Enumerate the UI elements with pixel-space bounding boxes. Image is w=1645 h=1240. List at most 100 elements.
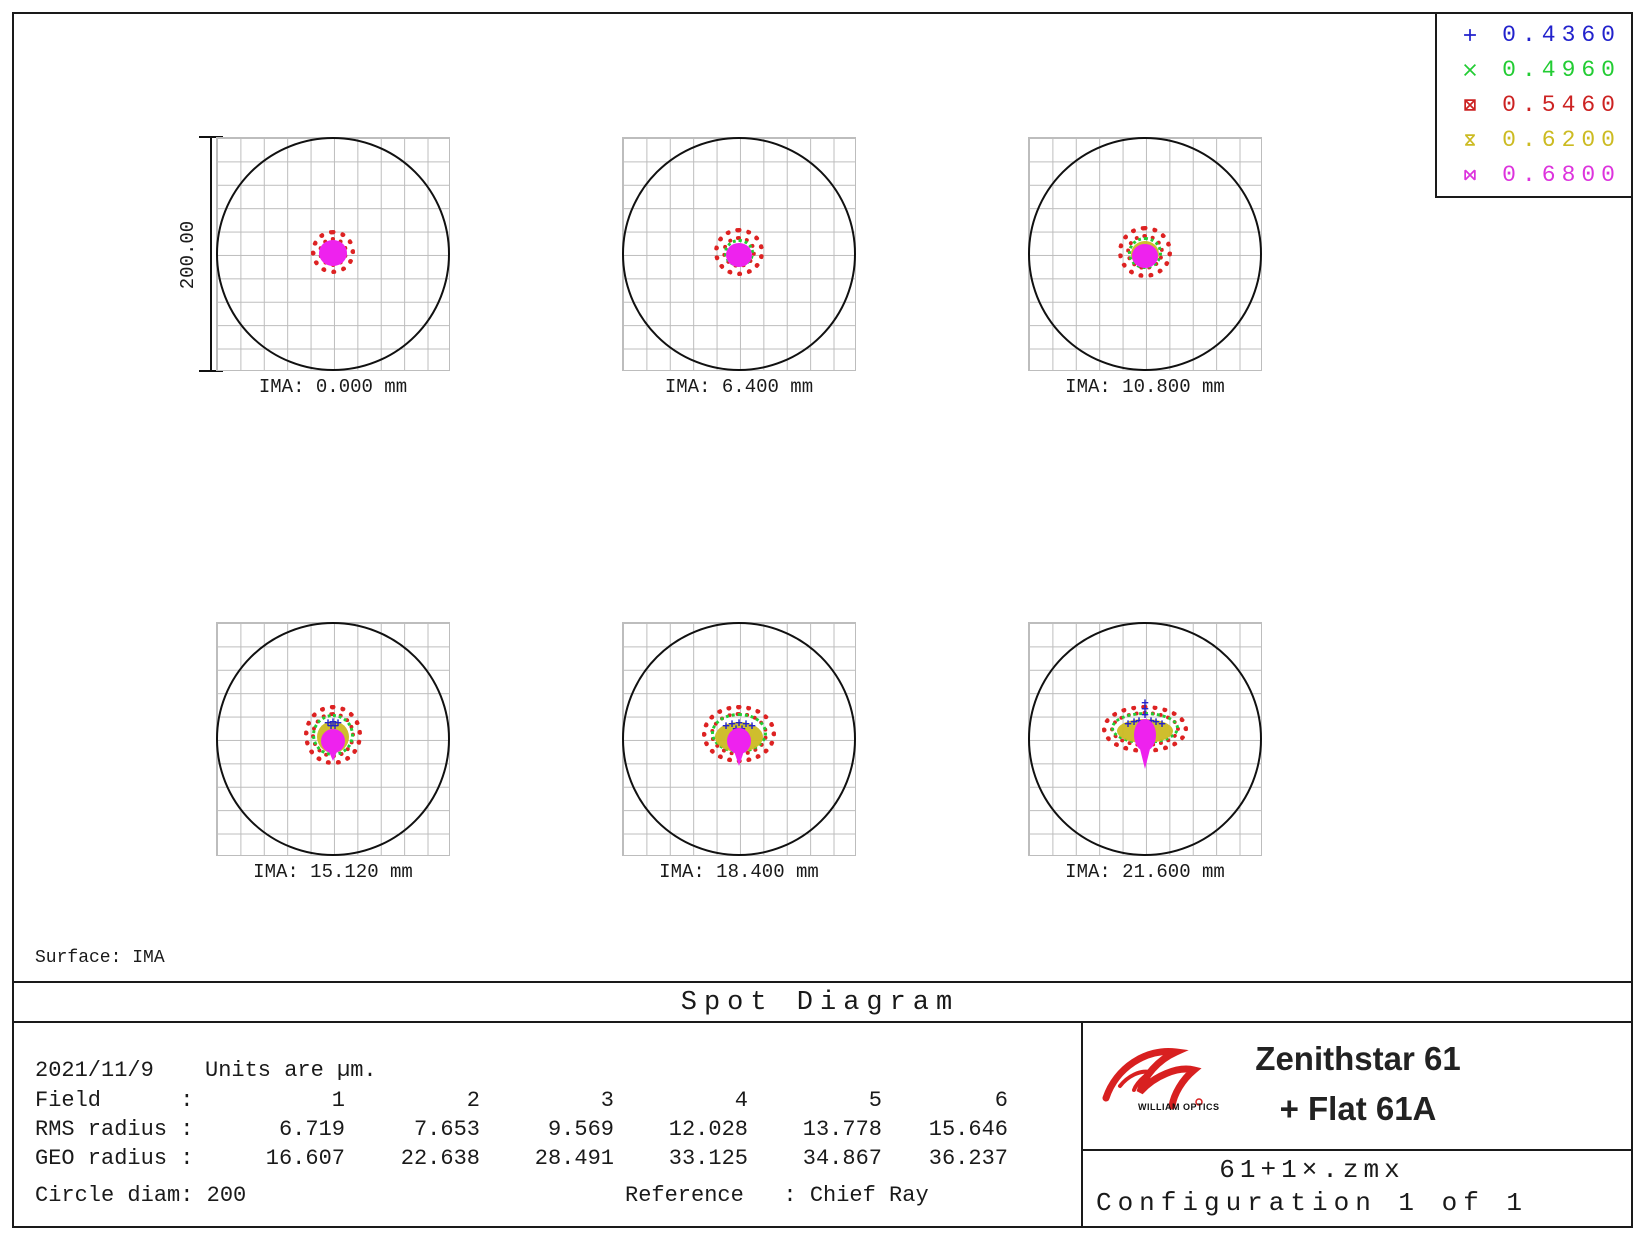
ima-label: IMA: 21.600 mm: [1065, 861, 1225, 883]
spot-ring: [304, 705, 362, 765]
configuration-label: Configuration 1 of 1: [1095, 1188, 1529, 1218]
geo-row-label: GEO radius :: [35, 1146, 194, 1171]
ima-label: IMA: 10.800 mm: [1065, 376, 1225, 398]
legend-wavelength-value: 0.6800: [1502, 161, 1621, 188]
airy-reference-circle: [216, 622, 450, 856]
spot-diagram-cell: +++++++IMA: 18.400 mm: [622, 622, 856, 883]
field-number: 1: [331, 1088, 345, 1113]
divider-top: [12, 981, 1633, 983]
spot-ring: [311, 230, 355, 274]
spot-blue-plus: +: [329, 715, 337, 730]
geo-value: 33.125: [668, 1146, 748, 1171]
lens-title-line1: Zenithstar 61: [1255, 1040, 1461, 1077]
legend-row: 0.6200: [1437, 123, 1631, 157]
lens-title-line2: + Flat 61A: [1279, 1090, 1437, 1127]
spot-diagram-cell: +++++++++IMA: 21.600 mm: [1028, 622, 1262, 883]
field-number: 3: [600, 1088, 614, 1113]
reference-label: Reference : Chief Ray: [625, 1183, 929, 1208]
spot-blue-plus: +: [1158, 717, 1166, 732]
airy-reference-circle: [622, 137, 856, 371]
spot-magenta-tail: [733, 748, 745, 766]
geo-value: 16.607: [265, 1146, 345, 1171]
spot-blue-plus: +: [327, 719, 335, 734]
wavelength-legend: 0.4360 0.4960 0.5460 0.6200 0.6800: [1435, 12, 1633, 198]
spot-magenta-core: [1134, 719, 1156, 751]
spot-blue-plus: +: [1152, 715, 1160, 730]
geo-value: 22.638: [400, 1146, 480, 1171]
footer-horizontal-divider: [1081, 1149, 1633, 1151]
units-label: Units are µm.: [205, 1058, 377, 1083]
legend-wavelength-value: 0.4360: [1502, 22, 1621, 49]
legend-wavelength-value: 0.4960: [1502, 57, 1621, 84]
divider-bottom: [12, 1021, 1633, 1023]
field-number: 5: [868, 1088, 882, 1113]
spot-magenta-tail: [1139, 745, 1151, 769]
spot-diagram-cell: IMA: 6.400 mm: [622, 137, 856, 398]
spot-blue-plus: +: [334, 716, 342, 731]
scale-bar-top-cap: [199, 136, 223, 138]
geo-value: 28.491: [534, 1146, 614, 1171]
spot-magenta-core: [319, 240, 347, 266]
spot-blue-plus: +: [1124, 717, 1132, 732]
spot-ring: [1118, 226, 1172, 278]
spot-blue-plus: +: [324, 716, 332, 731]
airy-reference-circle: [216, 137, 450, 371]
date-label: 2021/11/9: [35, 1058, 154, 1083]
window-border: [12, 12, 1633, 1228]
legend-row: 0.4960: [1437, 53, 1631, 87]
ima-label: IMA: 18.400 mm: [659, 861, 819, 883]
rms-value: 15.646: [928, 1117, 1008, 1142]
logo-swoosh: [1102, 1048, 1202, 1110]
legend-wavelength-value: 0.6200: [1502, 126, 1621, 153]
spot-diagram-cell: IMA: 10.800 mm: [1028, 137, 1262, 398]
spot-blue-plus: +: [742, 717, 750, 732]
field-row-label: Field :: [35, 1088, 194, 1113]
footer-vertical-divider: [1081, 1021, 1083, 1228]
circle-diam-label: Circle diam: 200: [35, 1183, 247, 1208]
surface-label: Surface: IMA: [35, 948, 165, 968]
legend-row: 0.6800: [1437, 158, 1631, 192]
spot-blue-plus: +: [748, 719, 756, 734]
plus-marker-icon: [1464, 29, 1476, 42]
rms-row-label: RMS radius :: [35, 1117, 194, 1142]
file-name: 61+1×.zmx: [1219, 1155, 1405, 1185]
ima-label: IMA: 0.000 mm: [258, 376, 408, 398]
geo-value: 34.867: [802, 1146, 882, 1171]
x-bar-marker-icon: [1465, 134, 1475, 146]
william-optics-logo: WILLIAM OPTICS: [1100, 1040, 1230, 1130]
rms-value: 12.028: [668, 1117, 748, 1142]
spot-blue-plus: +: [735, 716, 743, 731]
spot-blue-plus: +: [722, 719, 730, 734]
scale-bar-label: 200.00: [177, 220, 199, 290]
spot-blue-plus: +: [1141, 702, 1149, 717]
spot-magenta-core: [726, 243, 752, 267]
ima-label: IMA: 15.120 mm: [253, 861, 413, 883]
field-number: 2: [466, 1088, 480, 1113]
lens-title: Zenithstar 61 + Flat 61A: [1198, 1034, 1518, 1134]
spot-blue-plus: +: [1141, 696, 1149, 711]
spot-ring: [714, 228, 764, 276]
x-marker-icon: [1464, 64, 1476, 77]
rms-value: 7.653: [413, 1117, 480, 1142]
spot-magenta-tail: [327, 747, 339, 761]
spot-blue-plus: +: [1141, 708, 1149, 723]
scale-bar-bottom-cap: [199, 370, 223, 372]
spot-diagram-cell: + + + + + IMA: 15.120 mm: [216, 622, 450, 883]
spot-blue-plus: +: [1130, 715, 1138, 730]
legend-row: 0.4360: [1437, 18, 1631, 52]
ima-label: IMA: 6.400 mm: [664, 376, 814, 398]
airy-reference-circle: [622, 622, 856, 856]
scale-bar-line: [210, 137, 212, 371]
geo-value: 36.237: [928, 1146, 1008, 1171]
page-title: Spot Diagram: [680, 988, 960, 1018]
brand-label: WILLIAM OPTICS: [1138, 1102, 1220, 1112]
spot-diagram-cell: IMA: 0.000 mm: [216, 137, 450, 398]
legend-row: 0.5460: [1437, 88, 1631, 122]
rms-value: 13.778: [802, 1117, 882, 1142]
spot-magenta-core: [1132, 244, 1158, 268]
field-number: 4: [734, 1088, 748, 1113]
spot-blue-plus: +: [728, 717, 736, 732]
field-number: 6: [994, 1088, 1008, 1113]
airy-reference-circle: [1028, 622, 1262, 856]
